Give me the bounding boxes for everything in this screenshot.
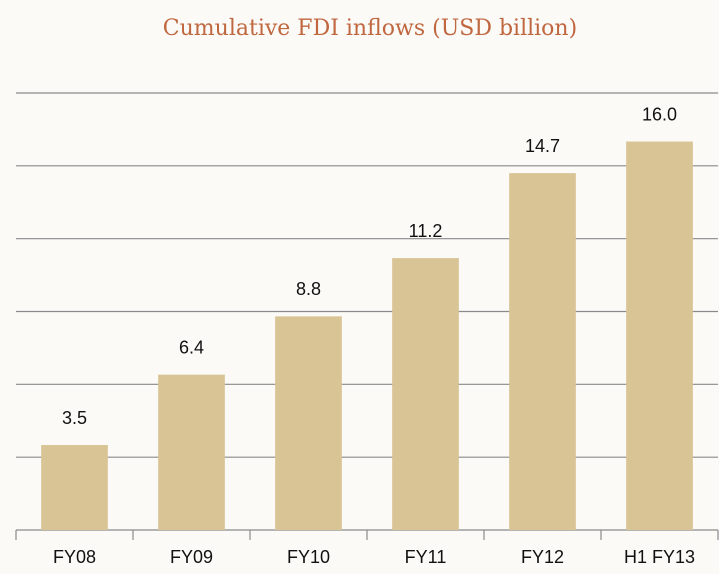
x-tick-label: H1 FY13 — [624, 547, 695, 567]
bar — [275, 316, 342, 530]
bar — [509, 173, 576, 530]
value-label: 8.8 — [296, 279, 321, 299]
value-label: 11.2 — [409, 221, 443, 241]
chart-title: Cumulative FDI inflows (USD billion) — [163, 16, 577, 41]
value-label: 16.0 — [642, 104, 677, 124]
x-tick-label: FY10 — [287, 547, 330, 567]
value-label: 3.5 — [62, 408, 87, 428]
x-tick-label: FY08 — [53, 547, 96, 567]
x-tick-label: FY11 — [405, 547, 447, 567]
bar — [626, 141, 693, 531]
bar — [41, 445, 108, 530]
bar — [158, 374, 225, 530]
x-tick-label: FY12 — [521, 547, 564, 567]
value-label: 6.4 — [179, 337, 204, 357]
bar — [392, 258, 459, 530]
value-label: 14.7 — [525, 136, 560, 156]
x-tick-label: FY09 — [170, 547, 213, 567]
